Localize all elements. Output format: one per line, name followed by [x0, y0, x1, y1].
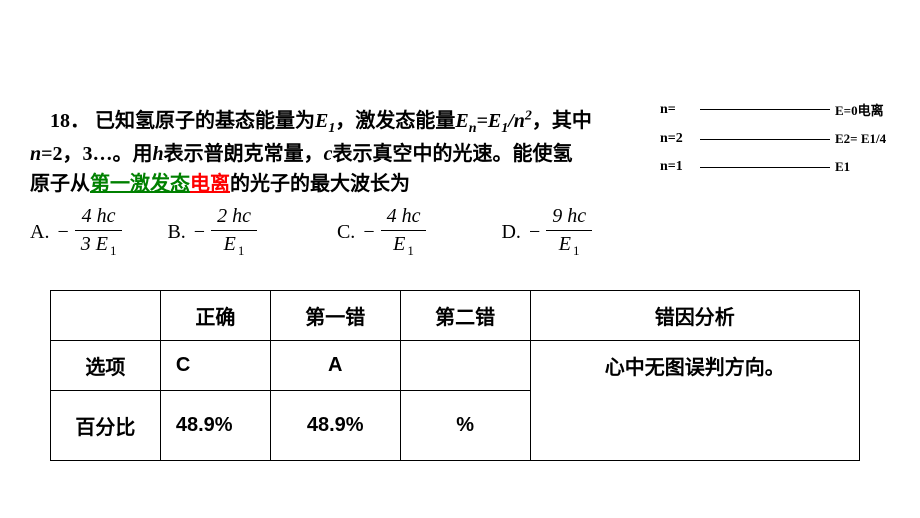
cell-err2-percent: %: [400, 391, 530, 461]
cell-err1-percent: 48.9%: [270, 391, 400, 461]
energy-level-1: n=1 E1: [660, 159, 910, 175]
sym-En: En=E1/n2: [455, 110, 532, 132]
row-label-percent: 百分比: [51, 391, 161, 461]
q-line1c: ，其中: [532, 110, 592, 132]
header-err2: 第二错: [400, 291, 530, 341]
header-blank: [51, 291, 161, 341]
cell-correct-percent: 48.9%: [160, 391, 270, 461]
q-line1a: 已知氢原子的基态能量为: [95, 110, 315, 132]
cell-correct-option: C: [160, 341, 270, 391]
sym-neq: =: [41, 143, 52, 165]
option-c-expr: − 4 hc E1: [363, 205, 426, 259]
level-line: [700, 167, 830, 168]
row-label-options: 选项: [51, 341, 161, 391]
highlight-ionize: 电离: [190, 173, 230, 195]
highlight-first-excited: 第一激发态: [90, 173, 190, 195]
option-a-expr: − 4 hc 3 E1: [57, 205, 122, 259]
table-header-row: 正确 第一错 第二错 错因分析: [51, 291, 860, 341]
cell-err2-option: [400, 341, 530, 391]
question-text: 18． 已知氢原子的基态能量为E1，激发态能量En=E1/n2，其中 n=2，3…: [30, 105, 650, 199]
sym-n: n: [30, 143, 41, 165]
question-number: 18．: [50, 110, 90, 132]
header-correct: 正确: [160, 291, 270, 341]
level-line: [700, 109, 830, 110]
cell-reason: 心中无图误判方向。: [530, 341, 860, 461]
option-b-label: B.: [167, 221, 185, 244]
option-a-label: A.: [30, 221, 49, 244]
energy-level-inf: n= E=0电离: [660, 100, 910, 119]
energy-level-2: n=2 E2= E1/4: [660, 131, 910, 147]
q-line2b: 表示普朗克常量，: [164, 143, 324, 165]
sym-c: c: [324, 143, 333, 165]
q-line3a: 原子从: [30, 173, 90, 195]
option-d-expr: − 9 hc E1: [529, 205, 592, 259]
option-c-label: C.: [337, 221, 355, 244]
q-line2a: 2，3…。用: [53, 143, 153, 165]
header-reason: 错因分析: [530, 291, 860, 341]
header-err1: 第一错: [270, 291, 400, 341]
q-line2c: 表示真空中的光速。能使氢: [333, 143, 573, 165]
energy-level-diagram: n= E=0电离 n=2 E2= E1/4 n=1 E1: [660, 100, 910, 187]
sym-E1: E1: [315, 110, 335, 132]
q-line1b: ，激发态能量: [335, 110, 455, 132]
cell-err1-option: A: [270, 341, 400, 391]
table-row-options: 选项 C A 心中无图误判方向。: [51, 341, 860, 391]
sym-h: h: [153, 143, 164, 165]
q-line3b: 的光子的最大波长为: [230, 173, 410, 195]
option-b-expr: − 2 hc E1: [194, 205, 257, 259]
error-analysis-table: 正确 第一错 第二错 错因分析 选项 C A 心中无图误判方向。 百分比 48.…: [50, 290, 860, 461]
option-d-label: D.: [501, 221, 520, 244]
level-line: [700, 139, 830, 140]
answer-options: A. − 4 hc 3 E1 B. − 2 hc E1 C. − 4 hc E1…: [30, 205, 900, 259]
